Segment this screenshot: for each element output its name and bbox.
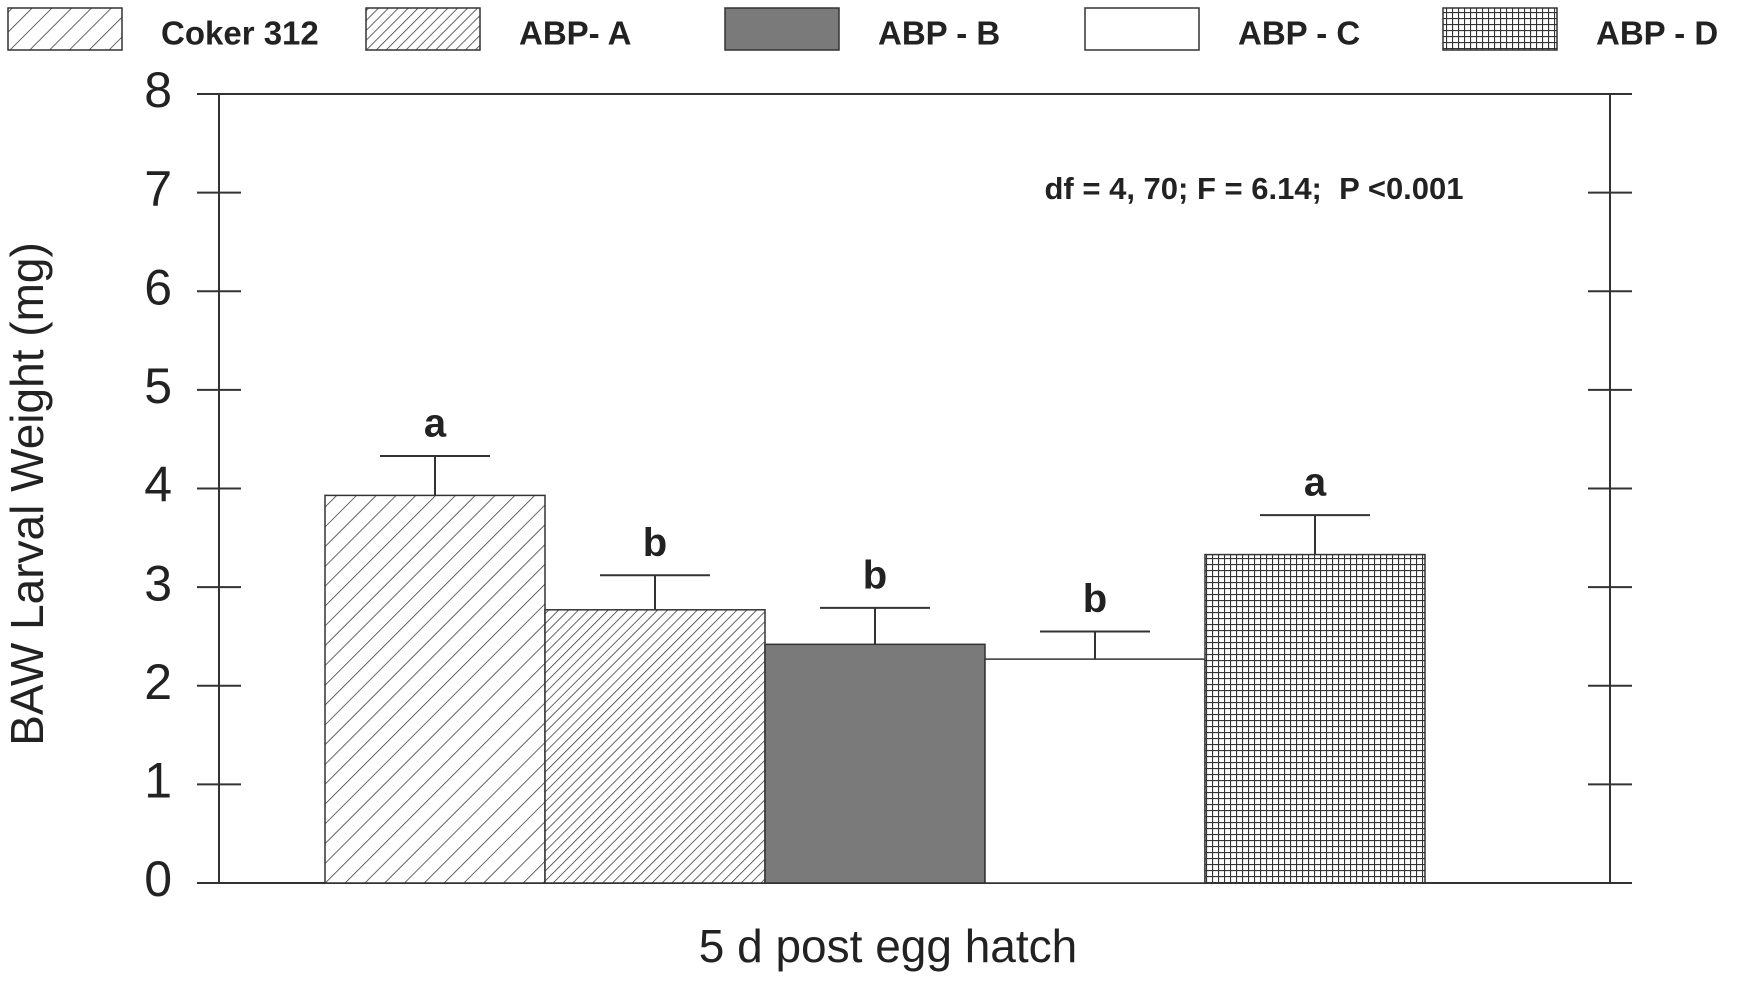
annotation: df = 4, 70; F = 6.14; P <0.001 bbox=[1044, 171, 1463, 206]
y-tick-label: 1 bbox=[144, 753, 172, 809]
y-axis-label: BAW Larval Weight (mg) bbox=[1, 242, 53, 746]
y-tick-label: 3 bbox=[144, 555, 172, 611]
y-tick-label: 2 bbox=[144, 654, 172, 710]
legend-label: ABP - C bbox=[1238, 15, 1360, 52]
legend-label: Coker 312 bbox=[161, 15, 319, 52]
y-tick-label: 4 bbox=[144, 457, 172, 513]
y-tick-label: 8 bbox=[144, 62, 172, 118]
error-bar bbox=[1040, 630, 1150, 660]
legend-label: ABP - D bbox=[1596, 15, 1718, 52]
significance-letter: a bbox=[424, 402, 447, 446]
legend-swatch bbox=[7, 7, 123, 51]
error-bar bbox=[600, 574, 710, 610]
significance-letter: b bbox=[863, 553, 887, 597]
bar bbox=[324, 494, 546, 884]
legend-swatch bbox=[1442, 7, 1558, 51]
legend-swatch bbox=[365, 7, 481, 51]
x-axis-label: 5 d post egg hatch bbox=[699, 920, 1078, 972]
y-tick-label: 0 bbox=[144, 851, 172, 907]
y-tick-label: 7 bbox=[144, 161, 172, 217]
error-bar bbox=[1260, 514, 1370, 555]
significance-letter: a bbox=[1304, 461, 1327, 505]
significance-letter: b bbox=[1083, 577, 1107, 621]
legend-swatch bbox=[1084, 7, 1200, 51]
legend-swatch bbox=[724, 7, 840, 51]
bar bbox=[764, 643, 986, 884]
error-bar bbox=[380, 454, 490, 496]
legend-label: ABP- A bbox=[519, 15, 631, 52]
y-tick-label: 5 bbox=[144, 358, 172, 414]
bar bbox=[984, 658, 1206, 884]
y-tick-label: 6 bbox=[144, 259, 172, 315]
bar bbox=[544, 609, 766, 884]
bar bbox=[1204, 553, 1426, 884]
legend-label: ABP - B bbox=[878, 15, 1000, 52]
significance-letter: b bbox=[643, 521, 667, 565]
error-bar bbox=[820, 606, 930, 645]
